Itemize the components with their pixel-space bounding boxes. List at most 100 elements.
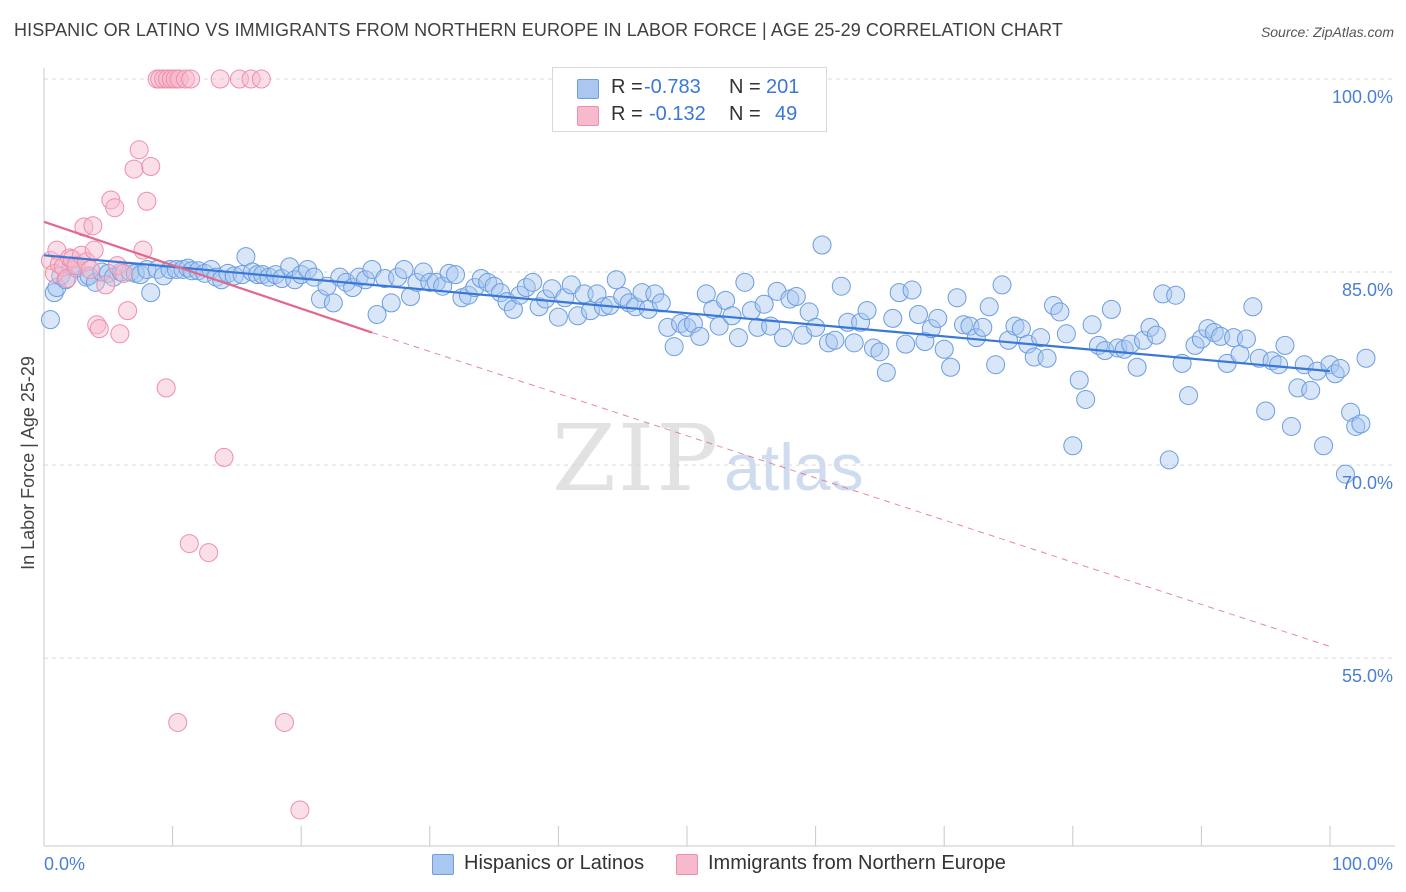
bottom-legend-swatch-blue <box>432 854 454 875</box>
data-point-hispanics <box>581 301 601 321</box>
data-point-hispanics <box>1335 464 1355 484</box>
data-point-hispanics <box>1063 436 1083 456</box>
data-point-hispanics <box>754 294 774 314</box>
source-label: Source: ZipAtlas.com <box>1260 24 1394 40</box>
data-point-hispanics <box>141 283 161 303</box>
axis-labels: 100.0% 85.0% 70.0% 55.0% 0.0% 100.0% In Labor … <box>18 87 1393 874</box>
series-northern-europe-points <box>40 69 310 820</box>
data-point-northern-europe <box>175 69 195 89</box>
data-point-hispanics <box>1127 357 1147 377</box>
data-point-hispanics <box>986 355 1006 375</box>
data-point-hispanics <box>1351 414 1371 434</box>
data-point-hispanics <box>1330 359 1350 379</box>
legend-r-label: R = <box>611 76 643 98</box>
data-point-hispanics <box>1050 302 1070 322</box>
data-point-northern-europe <box>214 447 234 467</box>
data-point-hispanics <box>851 312 871 332</box>
trend-lines <box>43 220 1331 648</box>
data-point-hispanics <box>503 299 523 319</box>
data-point-hispanics <box>40 310 60 330</box>
y-axis-title: In Labor Force | Age 25-29 <box>18 356 38 570</box>
data-point-hispanics <box>1256 401 1276 421</box>
data-point-hispanics <box>1140 317 1160 337</box>
data-point-hispanics <box>735 272 755 292</box>
x-tick-label-left: 0.0% <box>44 854 85 874</box>
data-point-hispanics <box>1082 315 1102 335</box>
data-point-northern-europe <box>141 157 161 177</box>
data-point-hispanics <box>439 263 459 283</box>
data-point-hispanics <box>844 333 864 353</box>
correlation-legend: R = -0.783 N = 201 R = -0.132 N = 49 <box>552 67 827 132</box>
data-point-hispanics <box>1275 335 1295 355</box>
data-point-hispanics <box>992 275 1012 295</box>
data-point-northern-europe <box>66 256 86 276</box>
data-point-northern-europe <box>96 275 116 295</box>
data-point-hispanics <box>1166 285 1186 305</box>
data-point-hispanics <box>1314 436 1334 456</box>
data-point-hispanics <box>690 326 710 346</box>
watermark: ZIPatlas <box>552 405 864 512</box>
data-point-hispanics <box>420 272 440 292</box>
data-point-hispanics <box>928 308 948 328</box>
data-point-northern-europe <box>118 301 138 321</box>
data-point-northern-europe <box>129 140 149 160</box>
data-point-hispanics <box>606 270 626 290</box>
data-point-hispanics <box>1243 297 1263 317</box>
data-point-hispanics <box>857 301 877 321</box>
data-point-hispanics <box>1146 325 1166 345</box>
data-point-hispanics <box>1037 348 1057 368</box>
y-tick-label: 85.0% <box>1342 280 1393 300</box>
data-point-hispanics <box>728 328 748 348</box>
legend-r-value: -0.132 <box>649 103 706 125</box>
data-point-northern-europe <box>156 378 176 398</box>
data-point-hispanics <box>973 317 993 337</box>
watermark-atlas: atlas <box>724 430 864 504</box>
legend-r-value: -0.783 <box>644 76 701 98</box>
data-point-hispanics <box>1031 328 1051 348</box>
watermark-zip: ZIP <box>552 405 721 512</box>
data-point-hispanics <box>773 328 793 348</box>
data-point-northern-europe <box>229 69 249 89</box>
data-point-hispanics <box>1076 389 1096 409</box>
data-point-hispanics <box>1320 355 1340 375</box>
data-point-hispanics <box>510 285 530 305</box>
data-point-hispanics <box>876 362 896 382</box>
legend-n-label: N = <box>729 103 761 125</box>
data-point-northern-europe <box>210 69 230 89</box>
data-point-hispanics <box>921 319 941 339</box>
data-point-northern-europe <box>290 800 310 820</box>
legend-r-label: R = <box>611 103 643 125</box>
data-point-northern-europe <box>105 198 125 218</box>
data-point-hispanics <box>1325 364 1345 384</box>
data-point-northern-europe <box>114 263 134 283</box>
data-point-hispanics <box>1301 380 1321 400</box>
data-point-hispanics <box>953 315 973 335</box>
legend-n-value: 201 <box>766 76 800 98</box>
data-point-northern-europe <box>110 324 130 344</box>
data-point-hispanics <box>831 276 851 296</box>
data-point-hispanics <box>664 337 684 357</box>
data-point-northern-europe <box>124 159 144 179</box>
data-point-hispanics <box>394 259 414 279</box>
data-point-northern-europe <box>199 543 219 563</box>
data-point-hispanics <box>1281 416 1301 436</box>
data-point-hispanics <box>941 357 961 377</box>
bottom-legend-label: Immigrants from Northern Europe <box>708 852 1006 874</box>
data-point-hispanics <box>870 342 890 362</box>
trend-line-hispanics <box>43 254 1331 373</box>
data-point-hispanics <box>896 334 916 354</box>
axes <box>43 68 1395 847</box>
data-point-hispanics <box>658 317 678 337</box>
data-point-hispanics <box>1069 370 1089 390</box>
data-point-hispanics <box>1179 386 1199 406</box>
data-point-hispanics <box>1056 324 1076 344</box>
y-tick-label: 55.0% <box>1342 666 1393 686</box>
data-point-hispanics <box>523 272 543 292</box>
data-point-hispanics <box>883 308 903 328</box>
data-point-hispanics <box>44 283 64 303</box>
data-point-hispanics <box>651 293 671 313</box>
data-point-hispanics <box>529 297 549 317</box>
data-point-hispanics <box>999 330 1018 350</box>
legend-n-value: 49 <box>775 103 798 125</box>
